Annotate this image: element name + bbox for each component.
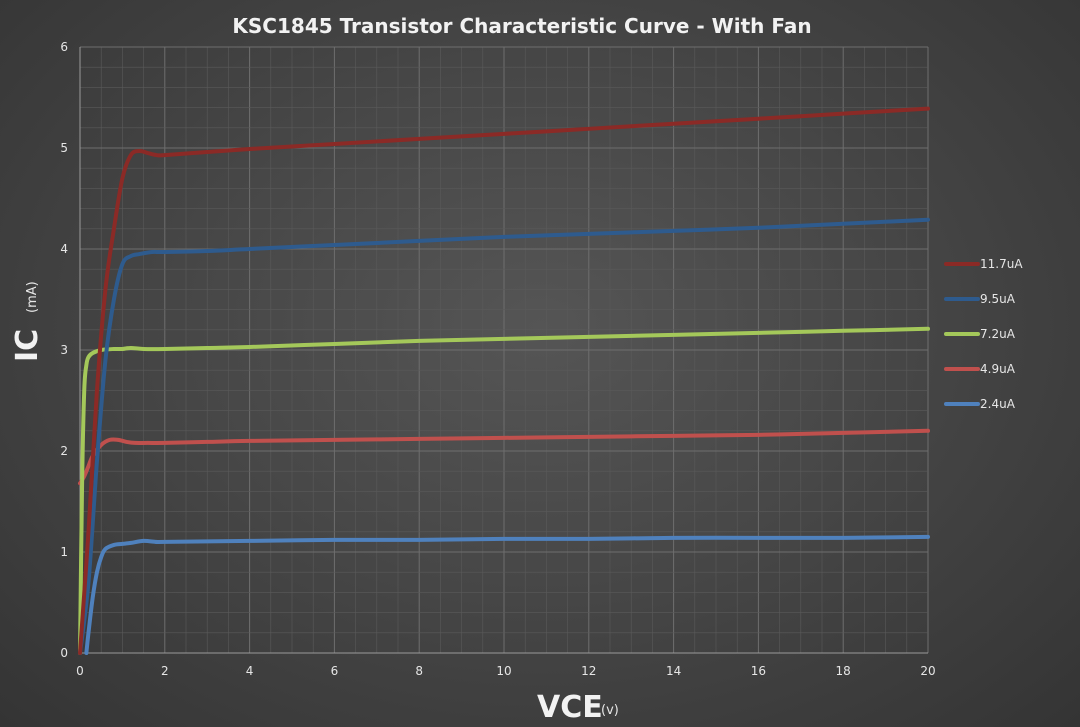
y-tick-label: 6 xyxy=(60,40,68,54)
x-tick-label: 6 xyxy=(331,664,339,678)
x-tick-label: 20 xyxy=(920,664,935,678)
legend-label-4-9ua: 4.9uA xyxy=(980,362,1016,376)
legend-label-7-2ua: 7.2uA xyxy=(980,327,1016,341)
legend-label-2-4ua: 2.4uA xyxy=(980,397,1016,411)
y-axis-unit: (mA) xyxy=(25,281,40,313)
x-tick-label: 18 xyxy=(836,664,851,678)
y-axis-title-group: IC (mA) xyxy=(10,281,45,362)
legend-label-9-5ua: 9.5uA xyxy=(980,292,1016,306)
y-tick-label: 3 xyxy=(60,343,68,357)
x-tick-label: 2 xyxy=(161,664,169,678)
series-line-11-7ua xyxy=(78,106,930,655)
legend: 11.7uA 9.5uA 7.2uA 4.9uA 2.4uA xyxy=(944,257,1023,411)
series-lines xyxy=(78,106,930,655)
x-tick-label: 14 xyxy=(666,664,681,678)
x-tick-label: 8 xyxy=(415,664,423,678)
series-line-9-5ua xyxy=(78,217,930,655)
y-axis-label: IC xyxy=(10,329,45,362)
y-tick-label: 1 xyxy=(60,545,68,559)
series-line-7-2ua xyxy=(78,326,930,655)
y-tick-label: 2 xyxy=(60,444,68,458)
legend-label-11-7ua: 11.7uA xyxy=(980,257,1023,271)
y-tick-label: 0 xyxy=(60,646,68,660)
x-axis-unit: (v) xyxy=(601,703,619,718)
grid xyxy=(79,46,929,654)
x-tick-label: 12 xyxy=(581,664,596,678)
chart-title: KSC1845 Transistor Characteristic Curve … xyxy=(232,14,811,38)
x-axis-label: VCE xyxy=(537,690,603,725)
x-tick-label: 4 xyxy=(246,664,254,678)
x-tick-label: 10 xyxy=(496,664,511,678)
x-tick-label: 16 xyxy=(751,664,766,678)
y-tick-label: 4 xyxy=(60,242,68,256)
y-tick-labels: 0 1 2 3 4 5 6 xyxy=(60,40,68,660)
y-tick-label: 5 xyxy=(60,141,68,155)
x-tick-label: 0 xyxy=(76,664,84,678)
series-line-2-4ua xyxy=(84,534,930,655)
x-tick-labels: 0 2 4 6 8 10 12 14 16 18 20 xyxy=(76,664,935,678)
